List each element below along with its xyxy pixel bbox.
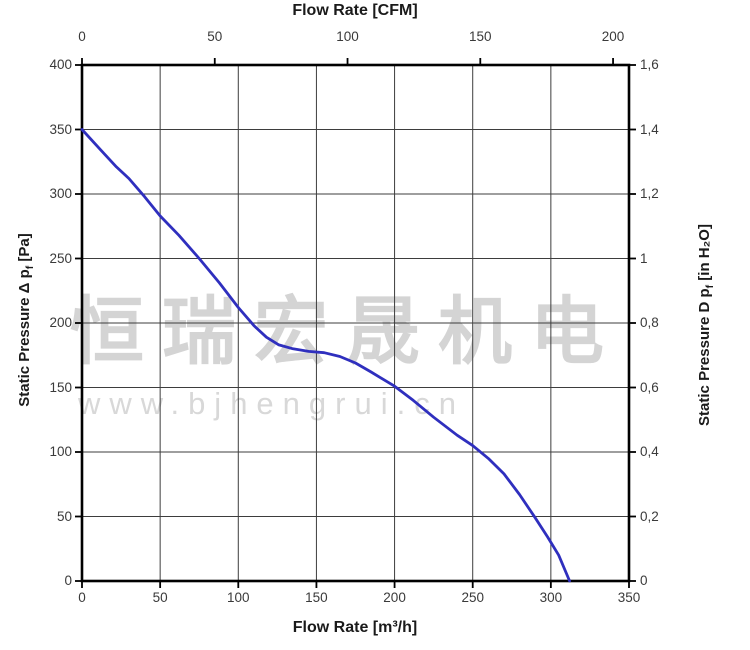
- right-axis-title-sub: f: [704, 284, 716, 289]
- left-tick-label: 150: [49, 379, 72, 395]
- top-tick-label: 150: [469, 29, 492, 44]
- bottom-tick-label: 250: [461, 590, 484, 605]
- right-tick-label: 0,4: [640, 444, 659, 459]
- plot-area: [75, 58, 636, 588]
- left-tick-label: 100: [49, 444, 72, 459]
- bottom-tick-label: 0: [78, 590, 86, 605]
- bottom-axis-title: Flow Rate [m³/h]: [292, 619, 418, 636]
- left-tick-label: 300: [49, 186, 72, 201]
- left-tick-label: 200: [49, 315, 72, 330]
- bottom-tick-label: 300: [539, 590, 563, 605]
- left-tick-label: 400: [49, 57, 72, 72]
- top-tick-label: 50: [207, 29, 223, 44]
- right-tick-label: 0,8: [640, 315, 659, 330]
- right-tick-label: 0,6: [640, 379, 659, 395]
- right-tick-label: 1,6: [640, 57, 659, 72]
- left-tick-label: 0: [64, 573, 72, 588]
- left-tick-label: 50: [56, 508, 72, 524]
- right-tick-label: 1: [640, 250, 648, 266]
- left-tick-label: 350: [49, 121, 72, 137]
- bottom-tick-label: 350: [617, 590, 641, 605]
- right-tick-label: 1,2: [640, 186, 659, 201]
- top-axis-title: Flow Rate [CFM]: [292, 2, 418, 19]
- watermark-website-text: www.bjhengrui.cn: [78, 386, 465, 421]
- top-tick-label: 200: [601, 29, 625, 44]
- bottom-tick-label: 150: [305, 590, 328, 605]
- right-axis-title-prefix: Static Pressure D p: [696, 288, 713, 426]
- top-tick-label: 100: [336, 29, 359, 44]
- right-tick-label: 0: [640, 573, 648, 588]
- bottom-tick-label: 100: [227, 590, 250, 605]
- bottom-tick-label: 50: [152, 590, 168, 605]
- top-tick-label: 0: [78, 29, 86, 44]
- right-tick-label: 1,4: [640, 121, 659, 137]
- right-axis-title: Static Pressure D pf [in H₂O]: [696, 224, 716, 426]
- left-tick-label: 250: [49, 250, 72, 266]
- right-axis-title-suffix: [in H₂O]: [696, 224, 713, 285]
- right-tick-label: 0,2: [640, 508, 659, 524]
- bottom-tick-label: 200: [383, 590, 406, 605]
- static-pressure-curve: [80, 128, 571, 583]
